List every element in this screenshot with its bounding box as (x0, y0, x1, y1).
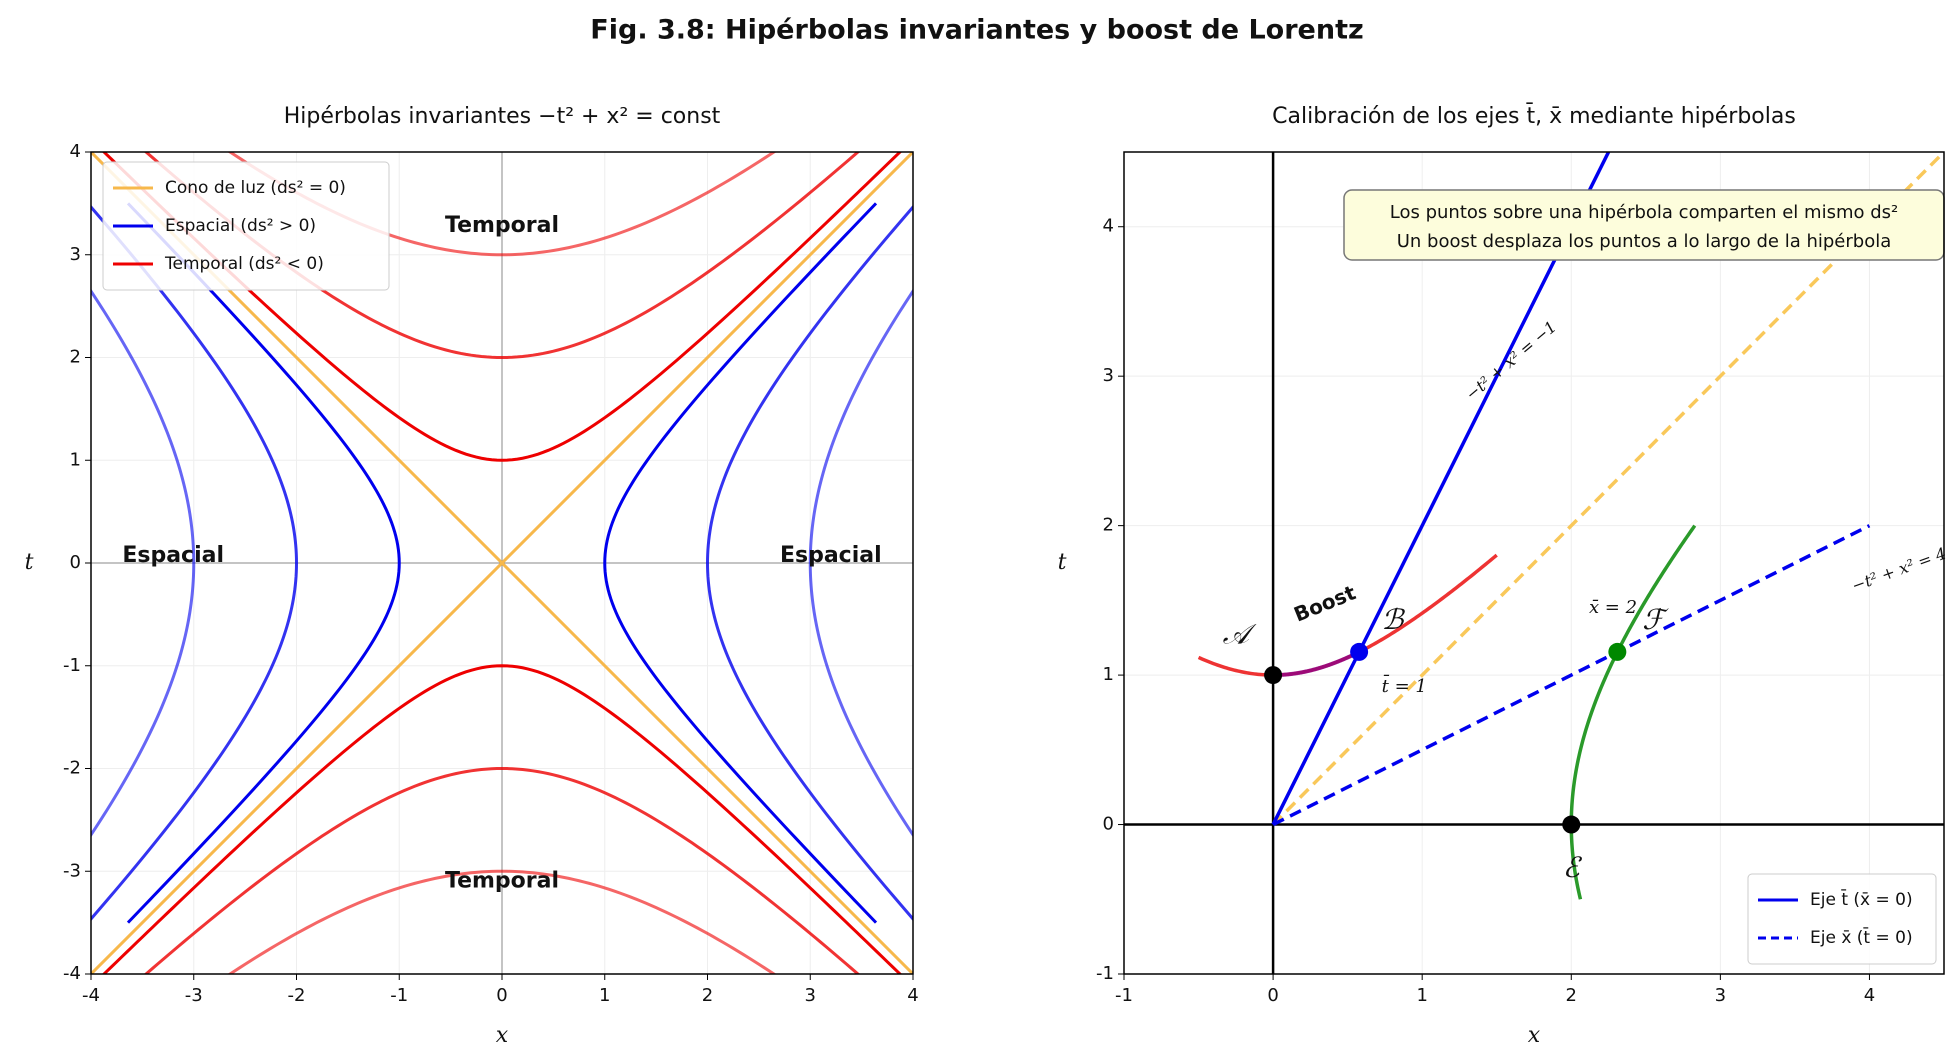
x-tick-label: 2 (702, 985, 713, 1006)
legend-label: Eje t̄ (x̄ = 0) (1810, 888, 1913, 910)
event-point (1608, 642, 1627, 661)
legend-label: Temporal (ds² < 0) (164, 254, 324, 274)
spacelike-hyperbola (705, 204, 913, 922)
y-tick-label: -3 (63, 860, 81, 881)
note-line: Los puntos sobre una hipérbola comparten… (1390, 202, 1898, 223)
panel: Hipérbolas invariantes −t² + x² = const x… (25, 104, 919, 1048)
spacelike-hyperbola (808, 288, 913, 838)
note-line: Un boost desplaza los puntos a lo largo … (1397, 231, 1892, 252)
x-tick-label: 4 (907, 985, 918, 1006)
x-tick-label: 1 (1416, 985, 1427, 1006)
timelike-hyperbola (101, 664, 903, 974)
y-tick-label: 4 (70, 141, 81, 162)
x-tick-label: -1 (1115, 985, 1133, 1006)
event-label: ℱ (1642, 603, 1669, 636)
y-tick-label: -4 (63, 963, 81, 984)
y-tick-label: 1 (1103, 664, 1114, 685)
event-label: ℬ (1381, 603, 1405, 636)
spacelike-hyperbola (91, 288, 196, 838)
x-tick-label: 0 (496, 985, 507, 1006)
event-label: ℰ (1563, 851, 1583, 884)
boost-arc (1273, 650, 1361, 678)
region-label: Temporal (445, 213, 559, 238)
curve-label: −t² + x² = 4 (1849, 544, 1949, 596)
x-tick-label: -3 (185, 985, 203, 1006)
y-tick-label: 2 (70, 347, 81, 368)
plot-frame (1123, 151, 1945, 975)
timelike-hyperbola (227, 152, 777, 257)
light-cone (1271, 152, 1944, 826)
y-tick-label: 1 (70, 449, 81, 470)
y-tick-label: 2 (1103, 515, 1114, 536)
plot-frame (90, 151, 914, 975)
legend-label: Cono de luz (ds² = 0) (165, 178, 346, 198)
x-tick-label: 2 (1566, 985, 1577, 1006)
timelike-hyperbola (143, 766, 861, 974)
legend-box (1747, 873, 1937, 965)
spacelike-hyperbola (91, 204, 299, 922)
x-tick-label: 1 (599, 985, 610, 1006)
region-label: Espacial (780, 543, 882, 568)
legend-label: Eje x̄ (t̄ = 0) (1810, 926, 1913, 948)
panel-title: Hipérbolas invariantes −t² + x² = const (284, 104, 721, 129)
plot-area (1124, 152, 1944, 974)
y-tick-label: -1 (63, 655, 81, 676)
spacelike-hyperbola (126, 202, 401, 924)
legend-label: Espacial (ds² > 0) (165, 216, 316, 236)
frame-axis (1272, 524, 1871, 827)
x-tick-label: -2 (288, 985, 306, 1006)
boost-label: Boost (1290, 580, 1359, 626)
curve-label: −t² + x² = −1 (1462, 317, 1560, 404)
spacelike-hyperbola (603, 202, 878, 924)
y-axis-label: t (1058, 550, 1067, 575)
panel-title: Calibración de los ejes t̄, x̄ mediante … (1272, 103, 1796, 129)
legend-box (102, 161, 390, 291)
region-label: Temporal (445, 869, 559, 894)
x-tick-label: 3 (805, 985, 816, 1006)
figure-title: Fig. 3.8: Hipérbolas invariantes y boost… (590, 15, 1363, 46)
y-tick-label: -2 (63, 758, 81, 779)
x-tick-label: 4 (1864, 985, 1875, 1006)
x-tick-label: -4 (82, 985, 100, 1006)
event-point (1264, 666, 1283, 685)
y-tick-label: 4 (1103, 216, 1114, 237)
hyperbola (1569, 524, 1697, 900)
calibration-label: t̄ = 1 (1382, 673, 1427, 697)
event-point (1562, 815, 1581, 834)
region-label: Espacial (122, 543, 224, 568)
y-tick-label: 0 (70, 552, 81, 573)
x-tick-label: -1 (390, 985, 408, 1006)
timelike-hyperbola (227, 869, 777, 974)
y-tick-label: 3 (70, 244, 81, 265)
event-point (1350, 642, 1369, 661)
y-tick-label: -1 (1096, 963, 1114, 984)
panel: Calibración de los ejes t̄, x̄ mediante … (1058, 103, 1949, 1048)
y-tick-label: 0 (1103, 814, 1114, 835)
y-tick-label: 3 (1103, 365, 1114, 386)
x-axis-label: x (1528, 1023, 1541, 1048)
frame-axis (1271, 152, 1611, 826)
y-axis-label: t (25, 550, 34, 575)
x-tick-label: 0 (1267, 985, 1278, 1006)
calibration-label: x̄ = 2 (1589, 597, 1637, 618)
event-label: 𝒜 (1223, 618, 1257, 651)
x-axis-label: x (496, 1023, 509, 1048)
x-tick-label: 3 (1715, 985, 1726, 1006)
